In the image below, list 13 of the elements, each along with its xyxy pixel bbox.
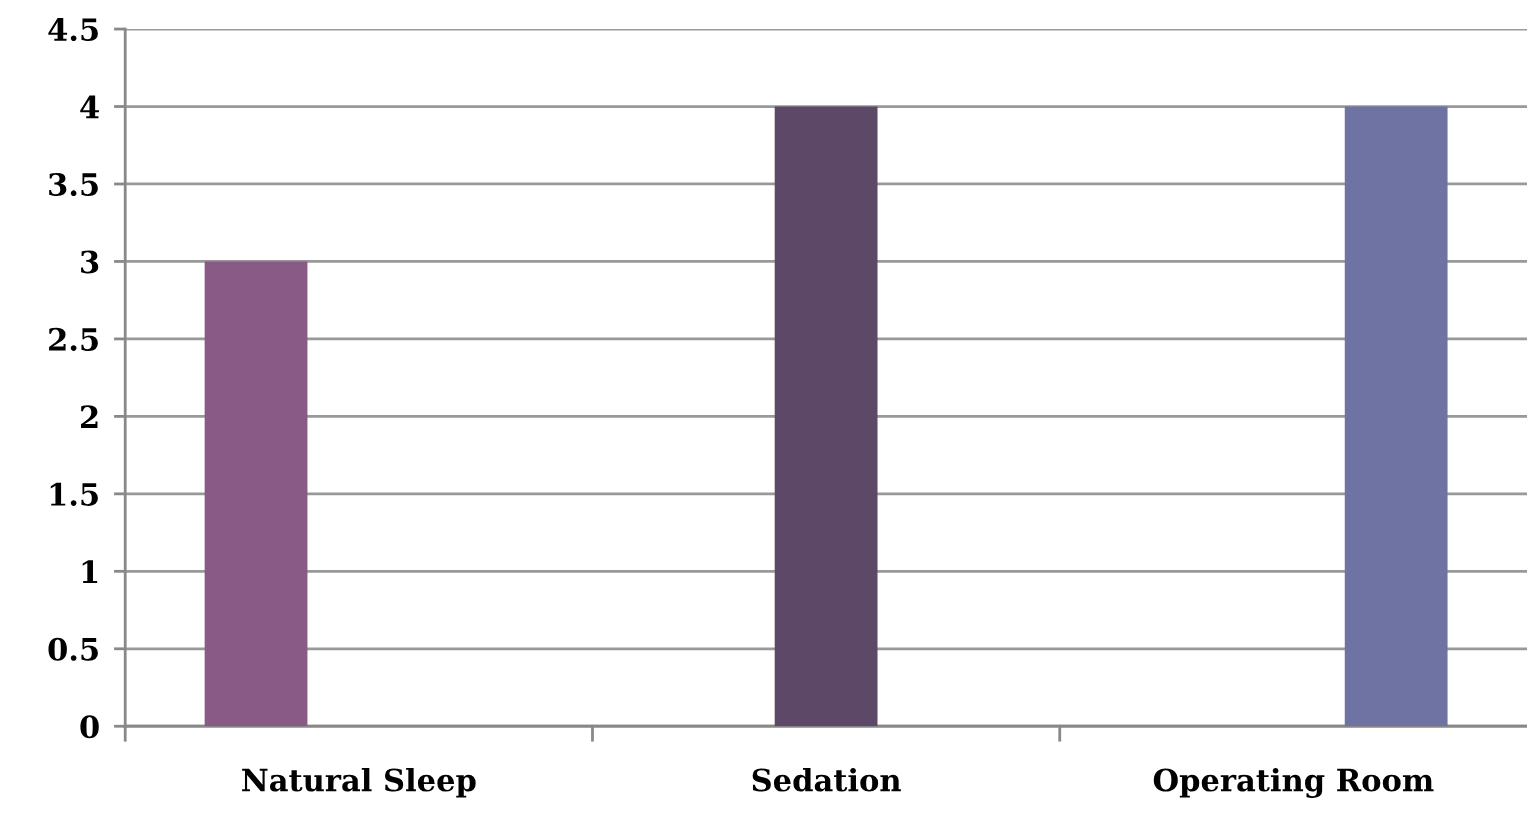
y-tick-label: 2.5 — [49, 327, 98, 351]
y-tick-label: 3 — [81, 250, 99, 274]
y-tick-label: 1 — [82, 560, 98, 583]
x-tick-label: Natural Sleep — [242, 767, 476, 798]
x-tick-label: Operating Room — [1153, 767, 1434, 798]
x-tick-label: Sedation — [752, 767, 901, 792]
y-tick-label: 4 — [80, 95, 99, 119]
y-tick-label: 4.5 — [48, 17, 98, 42]
y-tick-label: 0.5 — [48, 637, 98, 661]
y-tick-label: 2 — [81, 405, 98, 428]
y-tick-label: 0 — [80, 715, 99, 739]
y-tick-label: 3.5 — [49, 172, 98, 197]
y-tick-label: 1.5 — [50, 482, 98, 506]
